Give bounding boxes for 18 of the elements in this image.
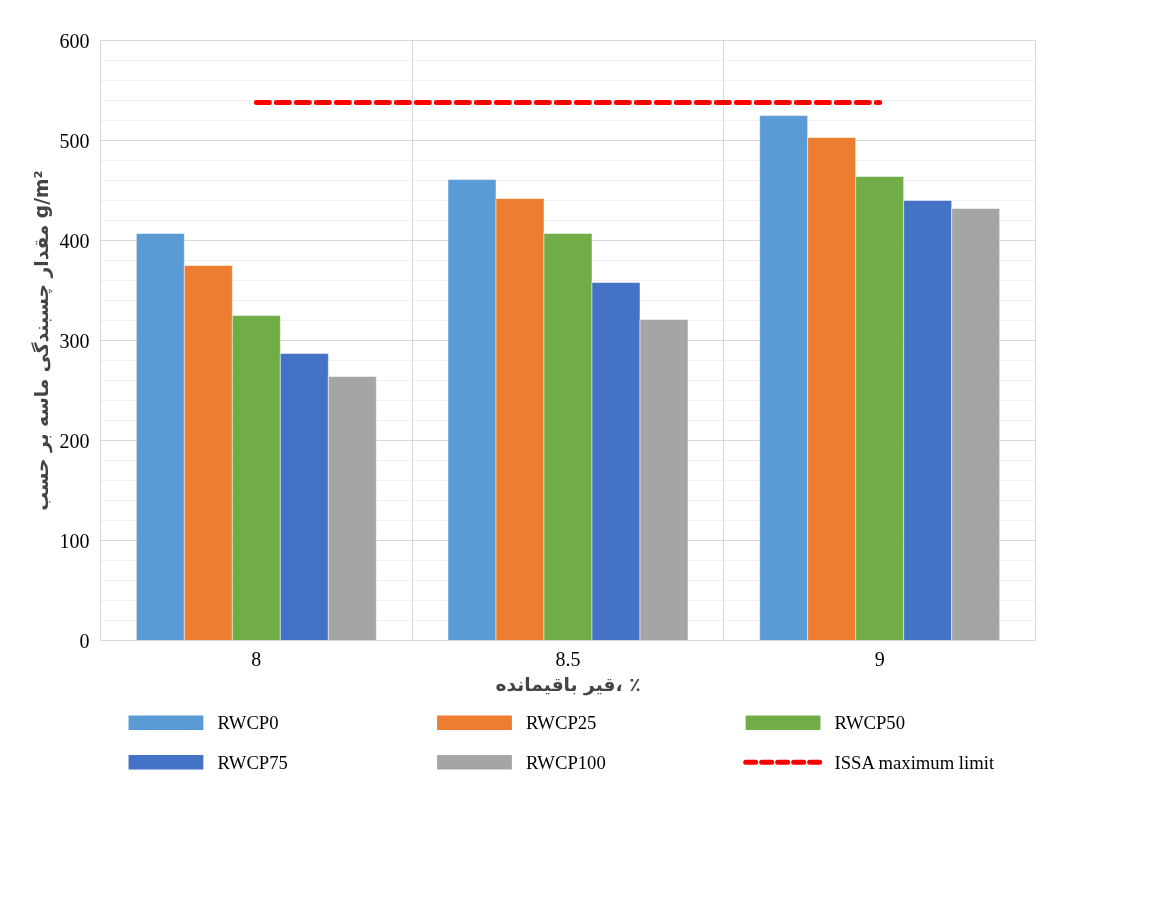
legend-label: RWCP0 [217,712,279,734]
x-tick-label: 8 [251,647,262,670]
legend-label: RWCP25 [525,712,597,734]
y-tick-label: 600 [59,29,90,52]
x-tick-label: 8.5 [555,647,581,670]
x-axis-title: قیر باقیمانده، ٪ [495,673,641,696]
legend-label: RWCP50 [834,712,905,734]
legend-label: RWCP75 [217,751,288,773]
y-tick-label: 0 [79,629,90,652]
y-tick-label: 200 [59,429,90,452]
y-axis-title: مقدار چسبندگی ماسه بر حسب g/m² [30,170,53,511]
y-tick-label: 300 [59,329,90,352]
y-tick-label: 500 [59,129,90,152]
x-tick-label: 9 [874,647,885,670]
legend-label: RWCP100 [525,751,606,773]
y-tick-label: 400 [59,229,90,252]
legend-label: ISSA maximum limit [834,751,995,773]
y-tick-label: 100 [59,529,90,552]
